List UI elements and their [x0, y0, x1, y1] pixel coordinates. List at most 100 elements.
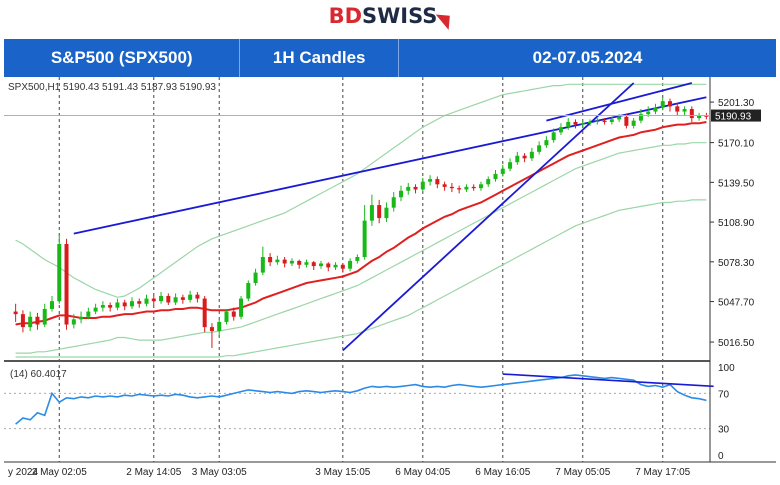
candle-body: [260, 257, 265, 273]
candle-body: [420, 181, 425, 190]
candle-body: [93, 307, 98, 312]
chart-header: S&P500 (SPX500) 1H Candles 02-07.05.2024: [4, 39, 776, 77]
candle-body: [122, 302, 127, 307]
candle-body: [558, 127, 563, 133]
candle-body: [384, 207, 389, 219]
candle-body: [326, 263, 331, 268]
time-tick-label: 3 May 15:05: [315, 467, 370, 478]
candle-body: [144, 298, 149, 304]
candle-body: [231, 311, 236, 317]
candle-body: [442, 184, 447, 187]
candle-body: [377, 205, 382, 219]
candle-body: [522, 155, 527, 159]
trendline: [546, 82, 693, 122]
candle-body: [79, 316, 84, 320]
candle-body: [653, 107, 658, 112]
candle-body: [566, 121, 571, 128]
time-tick-label: 2 May 14:05: [126, 467, 181, 478]
candle-body: [159, 295, 164, 302]
candle-body: [275, 259, 280, 263]
trendline: [342, 82, 635, 352]
symbol-readout: SPX500,H1 5190.43 5191.43 5187.93 5190.9…: [8, 82, 216, 93]
candle-body: [413, 186, 418, 190]
candle-body: [108, 305, 113, 308]
price-tick-label: 5016.50: [718, 338, 755, 349]
candle-body: [289, 260, 294, 264]
price-tick-label: 5170.10: [718, 139, 755, 150]
candle-body: [638, 114, 643, 121]
time-tick-label: 7 May 17:05: [635, 467, 690, 478]
candle-body: [544, 140, 549, 146]
candle-body: [398, 190, 403, 198]
header-dates: 02-07.05.2024: [532, 48, 643, 67]
candle-body: [239, 298, 244, 317]
candle-body: [202, 298, 207, 328]
header-instrument: S&P500 (SPX500): [4, 39, 241, 77]
candle-body: [253, 272, 258, 283]
candle-body: [588, 121, 593, 124]
candle-body: [428, 179, 433, 182]
candle-body: [595, 120, 600, 122]
bollinger-lower-line: [15, 142, 707, 354]
candle-body: [268, 257, 273, 263]
candle-body: [64, 244, 69, 325]
candle-body: [297, 260, 302, 265]
oscillator-tick-label: 0: [718, 451, 724, 462]
header-timeframe: 1H Candles: [240, 39, 399, 77]
candle-body: [355, 257, 360, 261]
price-tick-label: 5139.50: [718, 178, 755, 189]
oscillator-trendline: [502, 373, 714, 388]
oscillator-label: (14) 60.4017: [10, 369, 67, 380]
current-price-label: 5190.93: [715, 112, 752, 123]
candle-body: [508, 162, 513, 169]
logo-mark-icon: [436, 7, 457, 30]
candle-body: [333, 264, 338, 268]
candle-body: [348, 260, 353, 269]
time-tick-label: 6 May 04:05: [395, 467, 450, 478]
candle-body: [449, 186, 454, 189]
candle-body: [435, 179, 440, 185]
candle-body: [304, 262, 309, 265]
candle-body: [311, 262, 316, 267]
candle-body: [362, 220, 367, 258]
candle-body: [515, 155, 520, 163]
candle-body: [391, 197, 396, 208]
candle-body: [500, 168, 505, 174]
candle-body: [195, 294, 200, 299]
time-tick-label: y 2024: [8, 467, 38, 478]
candle-body: [697, 115, 702, 119]
candle-body: [188, 294, 193, 300]
candle-body: [580, 123, 585, 125]
candle-body: [173, 297, 178, 303]
candle-body: [49, 301, 54, 309]
candle-body: [369, 205, 374, 221]
candle-body: [42, 308, 47, 325]
price-tick-label: 5108.90: [718, 218, 755, 229]
candle-body: [478, 184, 483, 189]
candle-body: [115, 302, 120, 308]
candle-body: [319, 263, 324, 267]
candle-body: [486, 179, 491, 185]
candle-body: [100, 305, 105, 308]
candle-body: [86, 311, 91, 317]
candle-body: [537, 145, 542, 152]
logo-text-swiss: SWISS: [362, 4, 438, 28]
time-tick-label: 7 May 05:05: [555, 467, 610, 478]
candle-body: [493, 173, 498, 180]
candle-body: [551, 132, 556, 141]
candle-body: [602, 120, 607, 122]
candle-body: [457, 188, 462, 190]
candle-body: [406, 186, 411, 191]
candle-body: [675, 106, 680, 112]
price-tick-label: 5047.70: [718, 298, 755, 309]
candle-body: [704, 115, 709, 117]
oscillator-tick-label: 100: [718, 363, 735, 374]
candle-body: [35, 316, 40, 325]
time-tick-label: 3 May 03:05: [192, 467, 247, 478]
candle-body: [573, 121, 578, 125]
candle-body: [609, 119, 614, 122]
candle-body: [151, 298, 156, 302]
red-ma-line: [15, 121, 707, 326]
candle-body: [180, 297, 185, 300]
candle-body: [217, 321, 222, 332]
